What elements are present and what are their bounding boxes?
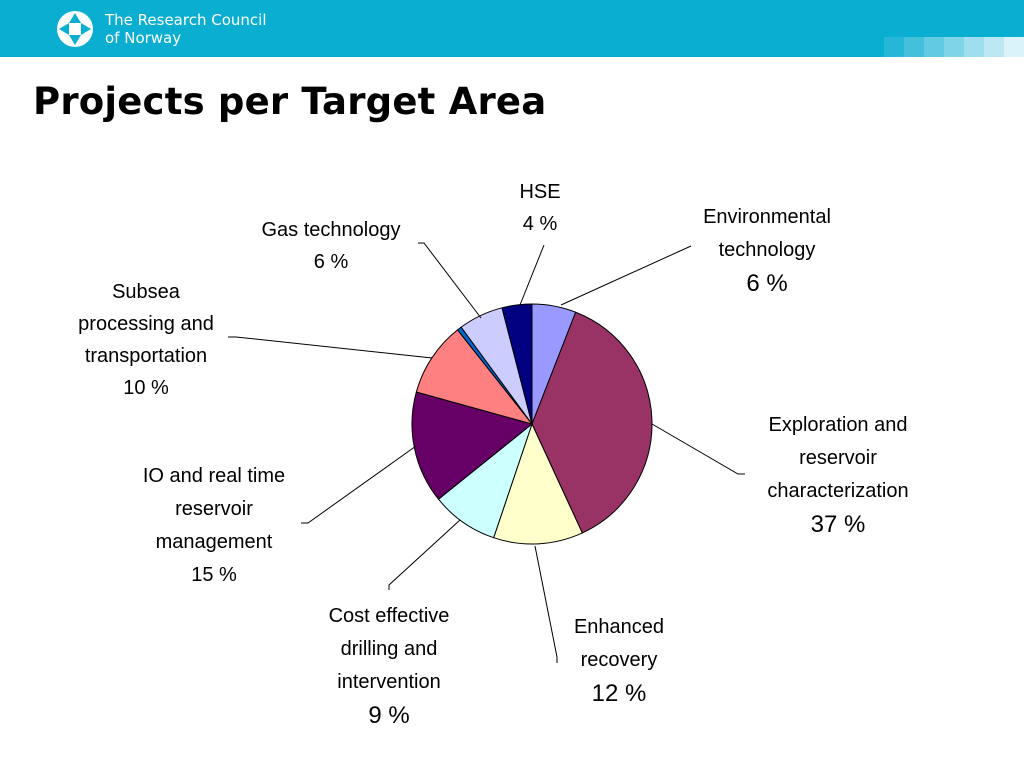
- slice-value-label: 4 %: [523, 213, 558, 235]
- header-bar: The Research Council of Norway: [0, 0, 1024, 57]
- decorative-square: [984, 37, 1004, 57]
- decorative-square: [944, 37, 964, 57]
- slice-label-line: IO and real time: [143, 465, 285, 487]
- leader-line-io-and-real-time-reservoir-management: [301, 445, 417, 524]
- decorative-squares: [884, 37, 1024, 57]
- pie-slice-exploration-and-reservoir-characterization: [531, 311, 653, 534]
- decorative-square: [884, 37, 904, 57]
- slice-value-label: 10 %: [123, 377, 169, 399]
- leader-line-gas-technology: [418, 242, 482, 319]
- slice-value-label: 6 %: [746, 270, 787, 297]
- slice-label-gas-technology: Gas technology 6 %: [262, 219, 401, 273]
- slice-label-line: Exploration and: [769, 414, 908, 436]
- leader-line-enhanced-recovery: [534, 545, 558, 663]
- leader-line-environmental-technology: [560, 245, 692, 306]
- slice-label-enhanced-recovery: Enhanced recovery 12 %: [574, 616, 664, 707]
- slice-value-label: 12 %: [592, 680, 647, 707]
- slice-label-line: transportation: [85, 345, 207, 367]
- decorative-square: [904, 37, 924, 57]
- pie-slice-hse: [501, 303, 533, 425]
- slice-label-line: Environmental: [703, 206, 831, 228]
- slice-label-line: Gas technology: [262, 219, 401, 241]
- slice-label-line: Cost effective: [329, 605, 450, 627]
- slice-label-line: technology: [719, 239, 816, 261]
- slice-value-label: 15 %: [191, 564, 237, 586]
- slice-label-line: management: [156, 531, 273, 553]
- pie-slice-enhanced-recovery: [493, 422, 583, 545]
- slice-label-environmental-technology: Environmental technology 6 %: [703, 206, 831, 297]
- organization-name: The Research Council of Norway: [105, 11, 266, 47]
- page-title: Projects per Target Area: [33, 80, 547, 123]
- slice-label-io-and-real-time-reservoir-management: IO and real time reservoir management 15 %: [143, 465, 285, 586]
- slice-label-line: reservoir: [799, 447, 877, 469]
- slice-value-label: 9 %: [368, 702, 409, 729]
- slice-label-line: Enhanced: [574, 616, 664, 638]
- slice-label-line: Subsea: [112, 281, 181, 303]
- slice-label-line: reservoir: [175, 498, 253, 520]
- decorative-square: [1004, 37, 1024, 57]
- leader-line-cost-effective-drilling-and-intervention: [388, 519, 461, 590]
- slice-label-line: recovery: [581, 649, 658, 671]
- leader-line-subsea-processing-and-transportation: [228, 336, 433, 359]
- slice-label-line: processing and: [78, 313, 214, 335]
- slice-label-exploration-and-reservoir-characterization: Exploration and reservoir characterization…: [767, 414, 908, 538]
- slice-label-line: intervention: [337, 671, 440, 693]
- leader-line-exploration-and-reservoir-characterization: [651, 423, 745, 475]
- pie-slice-io-and-real-time-reservoir-management: [411, 391, 534, 500]
- slice-label-line: drilling and: [341, 638, 438, 660]
- slice-value-label: 37 %: [811, 511, 866, 538]
- slice-label-subsea-processing-and-transportation: Subsea processing and transportation 10 %: [78, 281, 214, 399]
- slice-label-line: characterization: [767, 480, 908, 502]
- leader-line-hse: [519, 244, 545, 306]
- decorative-square: [924, 37, 944, 57]
- decorative-square: [964, 37, 984, 57]
- slice-label-hse: HSE 4 %: [519, 181, 560, 235]
- pie-slice-subsea-processing-and-transportation: [415, 329, 534, 425]
- organization-name-line-2: of Norway: [105, 29, 182, 47]
- slice-label-line: HSE: [519, 181, 560, 203]
- slice-label-cost-effective-drilling-and-intervention: Cost effective drilling and intervention 9 …: [329, 605, 450, 729]
- organization-name-line-1: The Research Council: [105, 11, 267, 29]
- slice-value-label: 6 %: [314, 251, 349, 273]
- research-council-logo-icon: [57, 11, 93, 47]
